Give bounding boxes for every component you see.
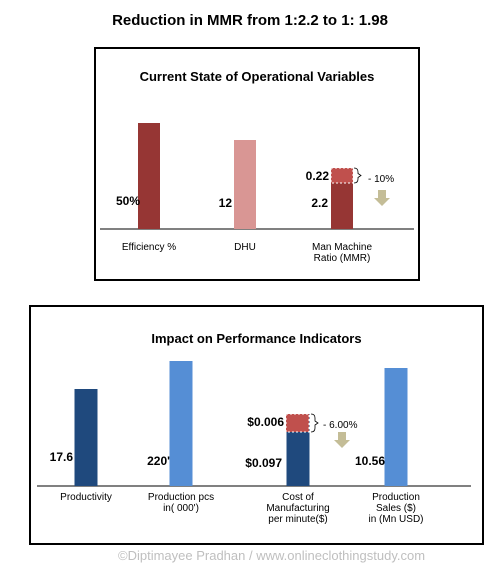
bar-1 — [74, 389, 98, 486]
bar-2 — [234, 140, 256, 229]
category-label-2-line-1: DHU — [234, 242, 256, 253]
operational-variables-title: Current State of Operational Variables — [139, 69, 375, 84]
category-label-1-line-1: Efficiency % — [122, 242, 176, 253]
reduction-bracket — [353, 167, 362, 184]
reduction-segment — [330, 167, 354, 184]
reduction-bracket — [310, 413, 319, 433]
category-label-3-line-1: Cost of — [282, 492, 314, 503]
reduction-segment-label: $0.006 — [247, 415, 284, 429]
data-label-3: $0.097 — [245, 456, 282, 470]
performance-indicators-panel: Impact on Performance Indicators 17.6 Pro… — [29, 305, 484, 545]
category-label-3-line-3: per minute($) — [268, 514, 327, 525]
percent-change-label: - 6.00% — [323, 420, 358, 431]
operational-variables-panel: Current State of Operational Variables 5… — [94, 47, 420, 281]
down-arrow-icon — [374, 190, 390, 206]
data-label-1: 50% — [116, 194, 140, 208]
performance-indicators-title: Impact on Performance Indicators — [151, 331, 362, 346]
data-label-4: 10.56 — [355, 454, 385, 468]
category-label-4-line-1: Production — [372, 492, 420, 503]
copyright-text: ©Diptimayee Pradhan / www.onlineclothing… — [118, 548, 426, 563]
data-label-1: 17.6 — [50, 450, 74, 464]
main-title: Reduction in MMR from 1:2.2 to 1: 1.98 — [112, 12, 388, 29]
reduction-segment-label: 0.22 — [306, 169, 330, 183]
category-label-2-line-1: Production pcs — [148, 492, 214, 503]
category-label-4-line-2: Sales ($) — [376, 503, 416, 514]
reduction-segment — [285, 413, 310, 433]
bar-2 — [169, 361, 193, 486]
bar-4 — [384, 368, 408, 486]
percent-change-label: - 10% — [368, 174, 394, 185]
category-label-4-line-3: in (Mn USD) — [368, 514, 423, 525]
category-label-2-line-2: in( 000') — [163, 503, 199, 514]
down-arrow-icon — [334, 432, 350, 448]
category-label-3-line-1: Man Machine — [312, 242, 372, 253]
data-label-2: 12 — [219, 196, 233, 210]
operational-variables-chart: 50% Efficiency % 12 DHU 2.2 Man MachineRatio … — [100, 123, 414, 264]
bar-1 — [138, 123, 160, 229]
category-label-3-line-2: Manufacturing — [266, 503, 329, 514]
category-label-1-line-1: Productivity — [60, 492, 112, 503]
data-label-2: 220' — [147, 454, 170, 468]
category-label-3-line-2: Ratio (MMR) — [314, 253, 371, 264]
data-label-3: 2.2 — [311, 196, 328, 210]
